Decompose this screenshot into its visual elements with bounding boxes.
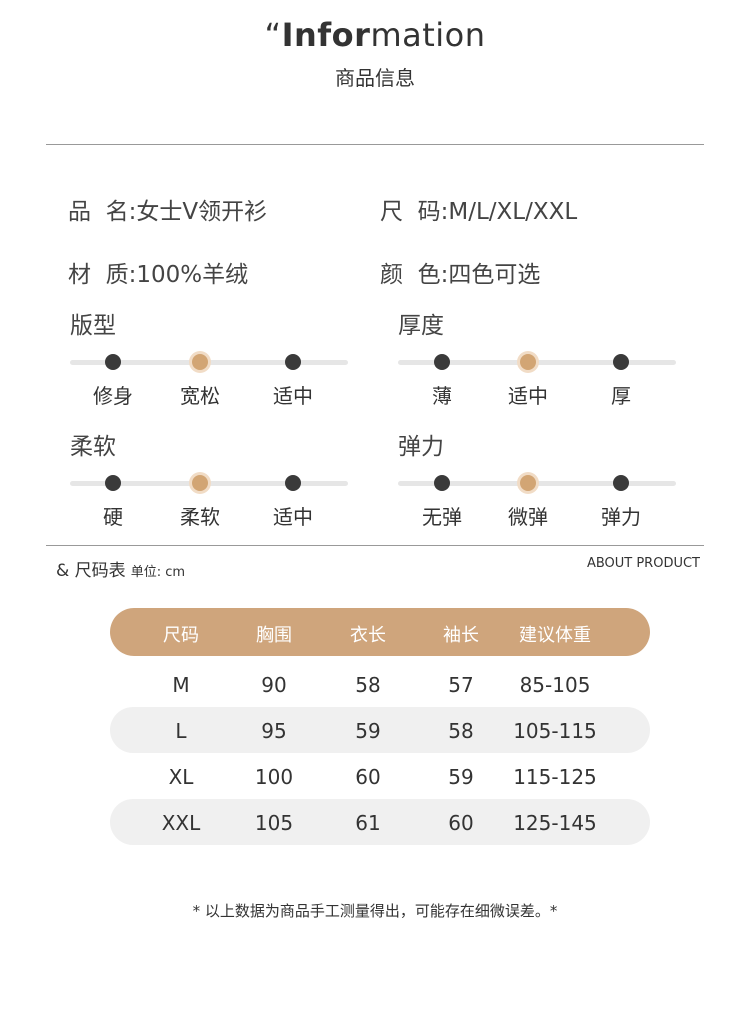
table-cell: 85-105 — [519, 673, 591, 697]
field-label: 材 质: — [68, 262, 137, 288]
scale-option-label: 无弹 — [422, 505, 462, 529]
table-cell: M — [172, 673, 190, 697]
table-cell: 100 — [254, 765, 294, 789]
scale-dot — [105, 354, 121, 370]
field-value: 女士V领开衫 — [136, 199, 268, 225]
scale-title: 弹力 — [398, 434, 444, 460]
scale-track — [398, 360, 676, 365]
divider — [46, 144, 704, 145]
table-cell: XXL — [161, 811, 201, 835]
scale-option-label: 修身 — [93, 384, 133, 408]
column-header: 尺码 — [163, 625, 199, 646]
field-value: 四色可选 — [448, 262, 541, 288]
product-field: 尺 码:M/L/XL/XXL — [380, 192, 577, 226]
table-cell: XL — [168, 765, 194, 789]
scale-option-label: 适中 — [273, 384, 313, 408]
scale-title: 柔软 — [70, 434, 116, 460]
table-cell: 58 — [355, 673, 381, 697]
column-header: 建议体重 — [519, 625, 591, 646]
scale-option-label: 硬 — [103, 505, 123, 529]
scale-option-label: 宽松 — [180, 384, 220, 408]
column-header: 胸围 — [256, 625, 292, 646]
table-row-shade — [110, 707, 650, 753]
table-cell: 59 — [448, 765, 474, 789]
selected-dot — [520, 354, 536, 370]
about-product-label: ABOUT PRODUCT — [586, 556, 700, 571]
table-cell: 58 — [448, 719, 474, 743]
field-label: 颜 色: — [380, 262, 449, 288]
table-cell: 60 — [448, 811, 474, 835]
table-cell: 59 — [355, 719, 381, 743]
disclaimer-note: * 以上数据为商品手工测量得出，可能存在细微误差。* — [192, 902, 558, 920]
scale-title: 版型 — [70, 313, 116, 339]
scale-option-label: 适中 — [508, 384, 548, 408]
column-header: 袖长 — [443, 625, 479, 646]
scale-dot — [285, 475, 301, 491]
size-table-header — [110, 608, 650, 656]
table-cell: 115-125 — [513, 765, 597, 789]
page-title: “Information — [264, 16, 486, 54]
scale-dot — [285, 354, 301, 370]
scale-track — [398, 481, 676, 486]
table-cell: 95 — [261, 719, 287, 743]
table-cell: 105-115 — [513, 719, 597, 743]
field-label: 尺 码: — [380, 199, 449, 225]
column-header: 衣长 — [350, 625, 386, 646]
scale-option-label: 适中 — [273, 505, 313, 529]
scale-track — [70, 481, 348, 486]
scale-dot — [613, 354, 629, 370]
divider — [46, 545, 704, 546]
product-field: 材 质:100%羊绒 — [68, 255, 248, 289]
scale-dot — [434, 475, 450, 491]
scale-dot — [105, 475, 121, 491]
table-cell: L — [175, 719, 187, 743]
field-value: 100%羊绒 — [136, 262, 249, 288]
scale-option-label: 弹力 — [601, 505, 641, 529]
scale-option-label: 柔软 — [180, 505, 220, 529]
product-field: 品 名:女士V领开衫 — [68, 192, 267, 226]
field-label: 品 名: — [68, 199, 137, 225]
selected-dot — [192, 475, 208, 491]
table-cell: 60 — [355, 765, 381, 789]
scale-dot — [434, 354, 450, 370]
table-cell: 105 — [254, 811, 294, 835]
table-cell: 57 — [448, 673, 474, 697]
table-cell: 90 — [261, 673, 287, 697]
product-field: 颜 色:四色可选 — [380, 255, 540, 289]
page-subtitle: 商品信息 — [335, 66, 415, 90]
selected-dot — [520, 475, 536, 491]
scale-title: 厚度 — [398, 313, 444, 339]
selected-dot — [192, 354, 208, 370]
scale-dot — [613, 475, 629, 491]
scale-option-label: 厚 — [611, 384, 631, 408]
scale-option-label: 薄 — [432, 384, 452, 408]
table-cell: 61 — [355, 811, 381, 835]
scale-option-label: 微弹 — [508, 505, 548, 529]
table-row-shade — [110, 799, 650, 845]
size-chart-heading: & 尺码表 单位: cm — [56, 561, 186, 581]
field-value: M/L/XL/XXL — [448, 199, 578, 225]
scale-track — [70, 360, 348, 365]
table-cell: 125-145 — [513, 811, 597, 835]
